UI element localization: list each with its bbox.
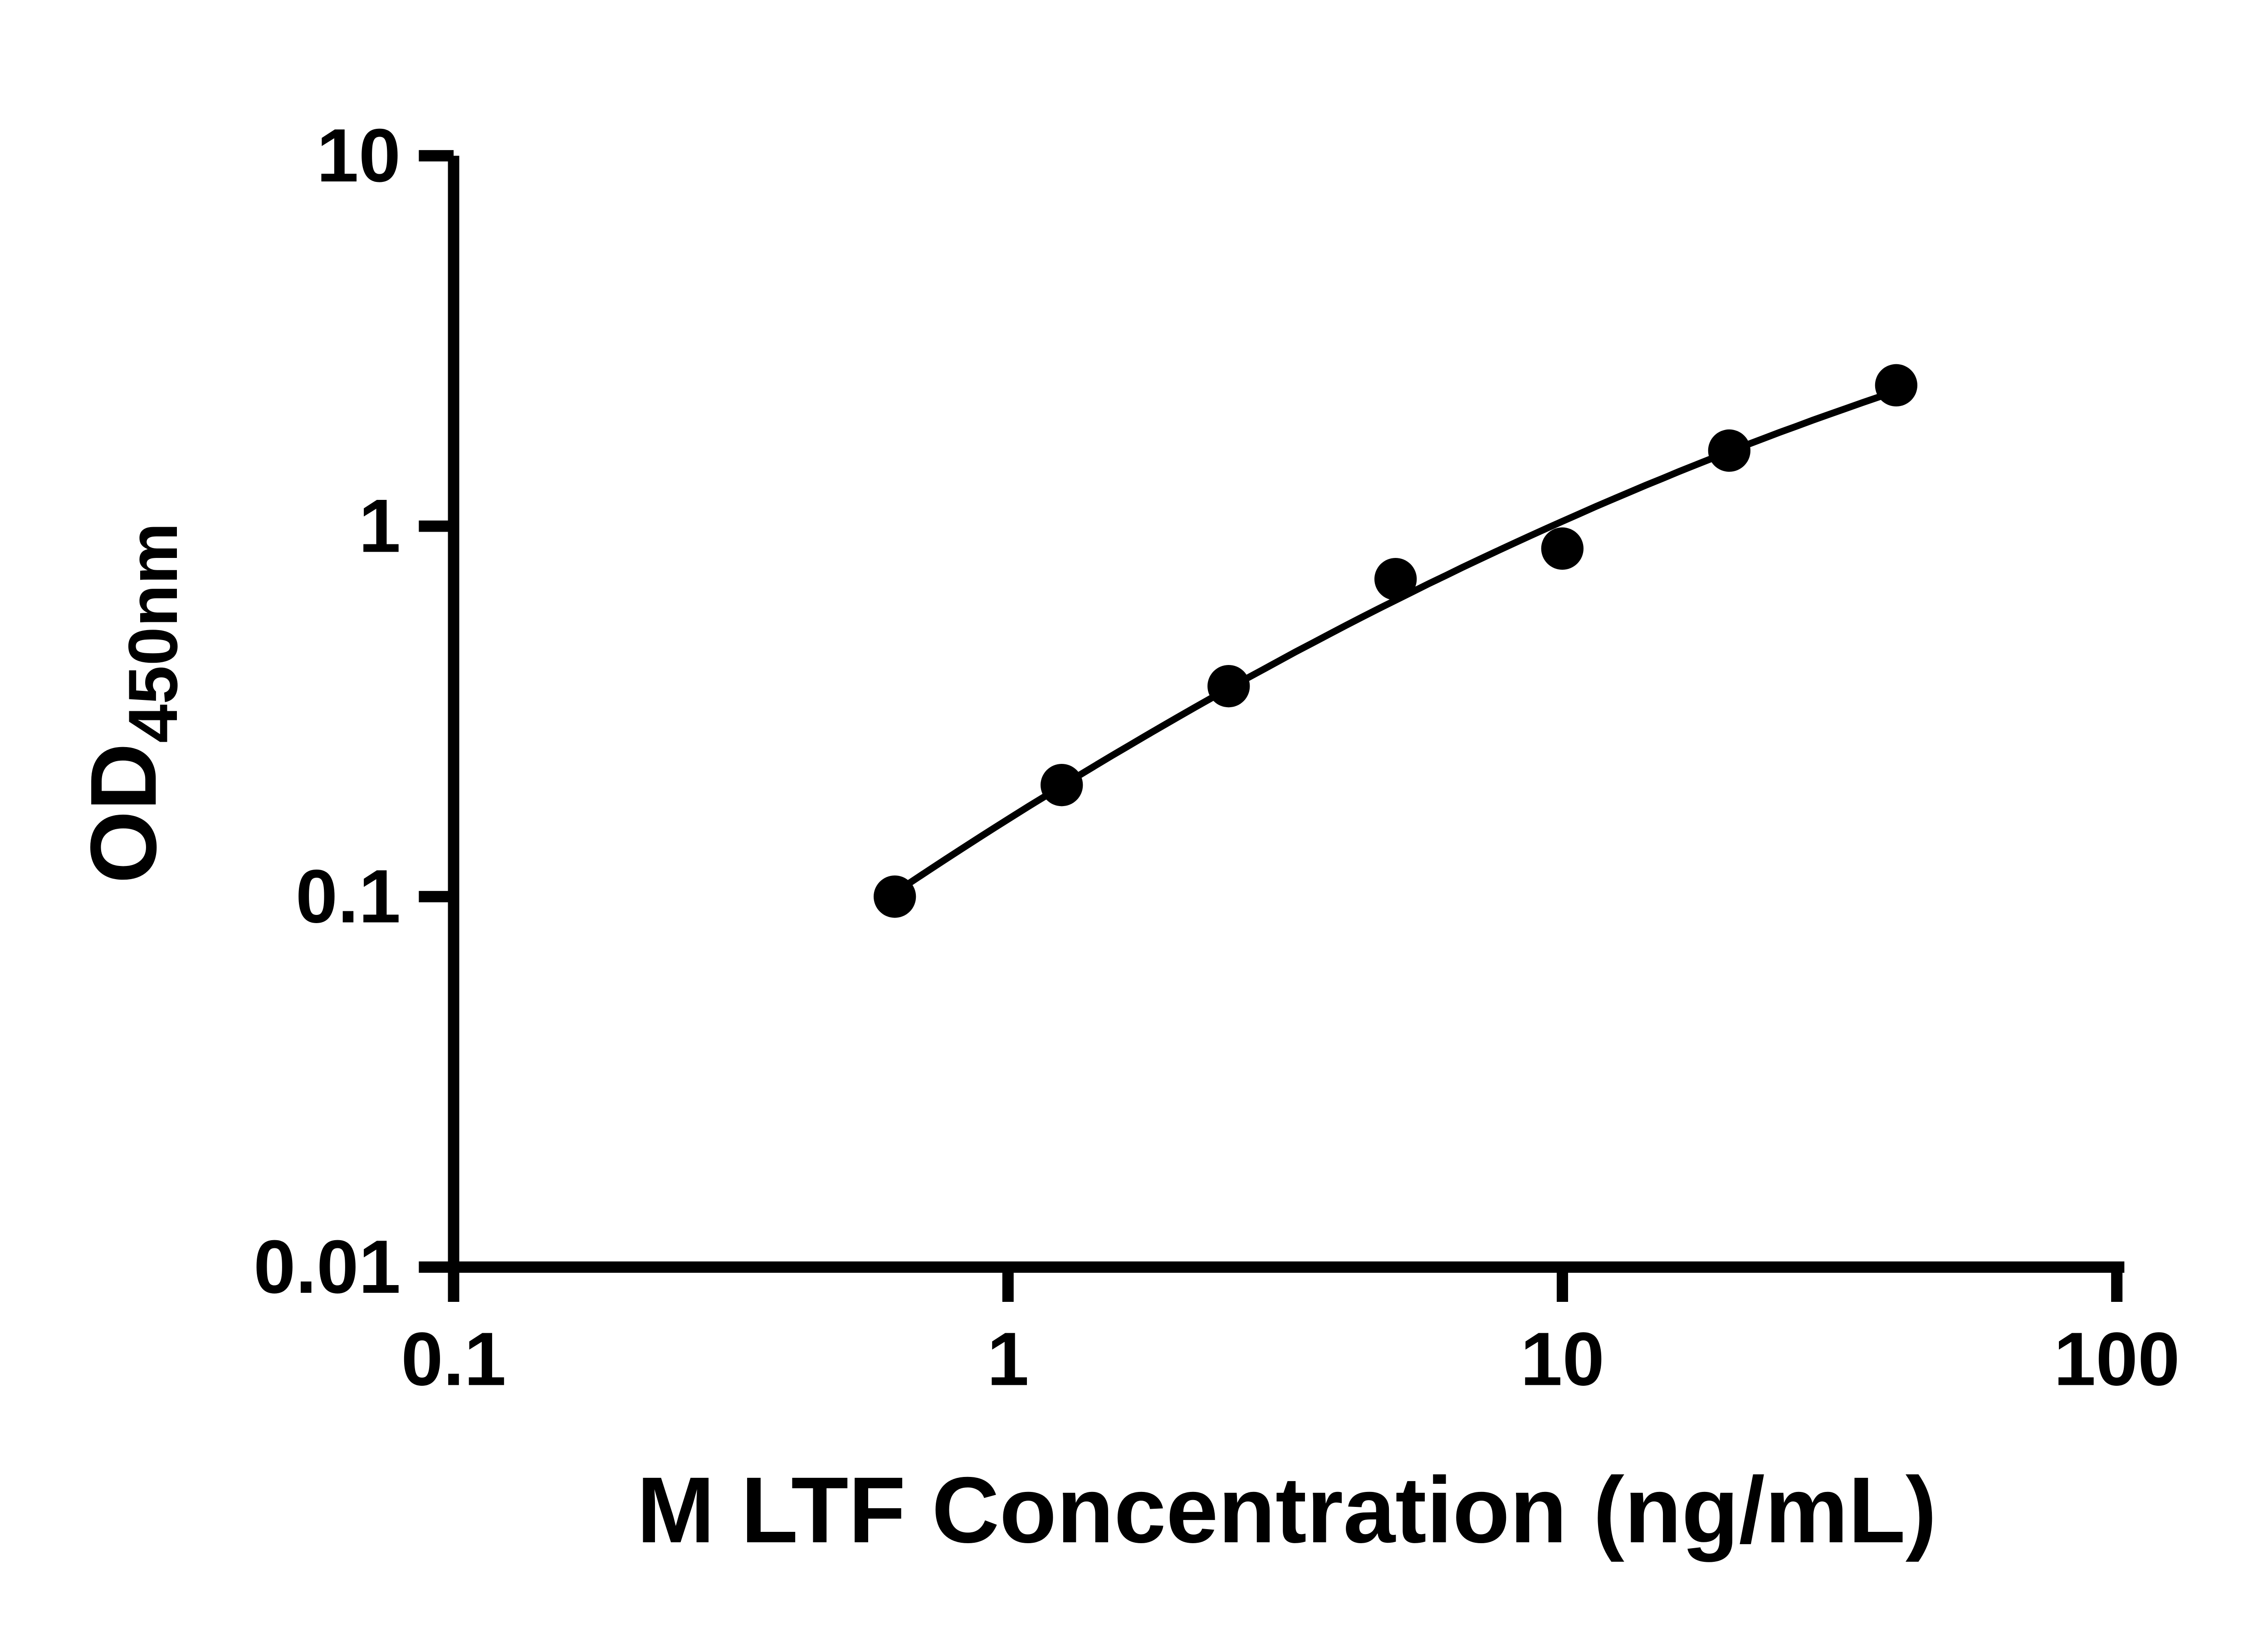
y-axis-title: OD450nm: [71, 523, 192, 884]
data-point: [1374, 558, 1417, 601]
data-point: [1207, 665, 1250, 708]
y-axis-title-main: OD: [71, 743, 176, 884]
y-axis-tick-label: 10: [317, 113, 401, 198]
data-point: [1708, 429, 1750, 472]
data-point: [1041, 764, 1083, 807]
axes-spines: [448, 156, 2125, 1273]
y-axis-title-subscript: 450nm: [114, 523, 192, 743]
data-point: [874, 875, 916, 918]
x-axis-tick-label: 100: [2054, 1317, 2180, 1401]
x-axis-title: M LTF Concentration (ng/mL): [637, 1457, 1937, 1562]
y-axis-tick-label: 0.01: [254, 1225, 401, 1309]
y-axis-tick-label: 0.1: [296, 854, 401, 939]
data-point: [1541, 527, 1584, 570]
x-axis-tick-label: 10: [1520, 1317, 1604, 1401]
y-axis-tick-label: 1: [359, 484, 401, 568]
x-axis-tick-label: 0.1: [401, 1317, 506, 1401]
data-point: [1875, 364, 1917, 406]
x-axis-tick-label: 1: [987, 1317, 1029, 1401]
fit-curve: [893, 388, 1897, 896]
